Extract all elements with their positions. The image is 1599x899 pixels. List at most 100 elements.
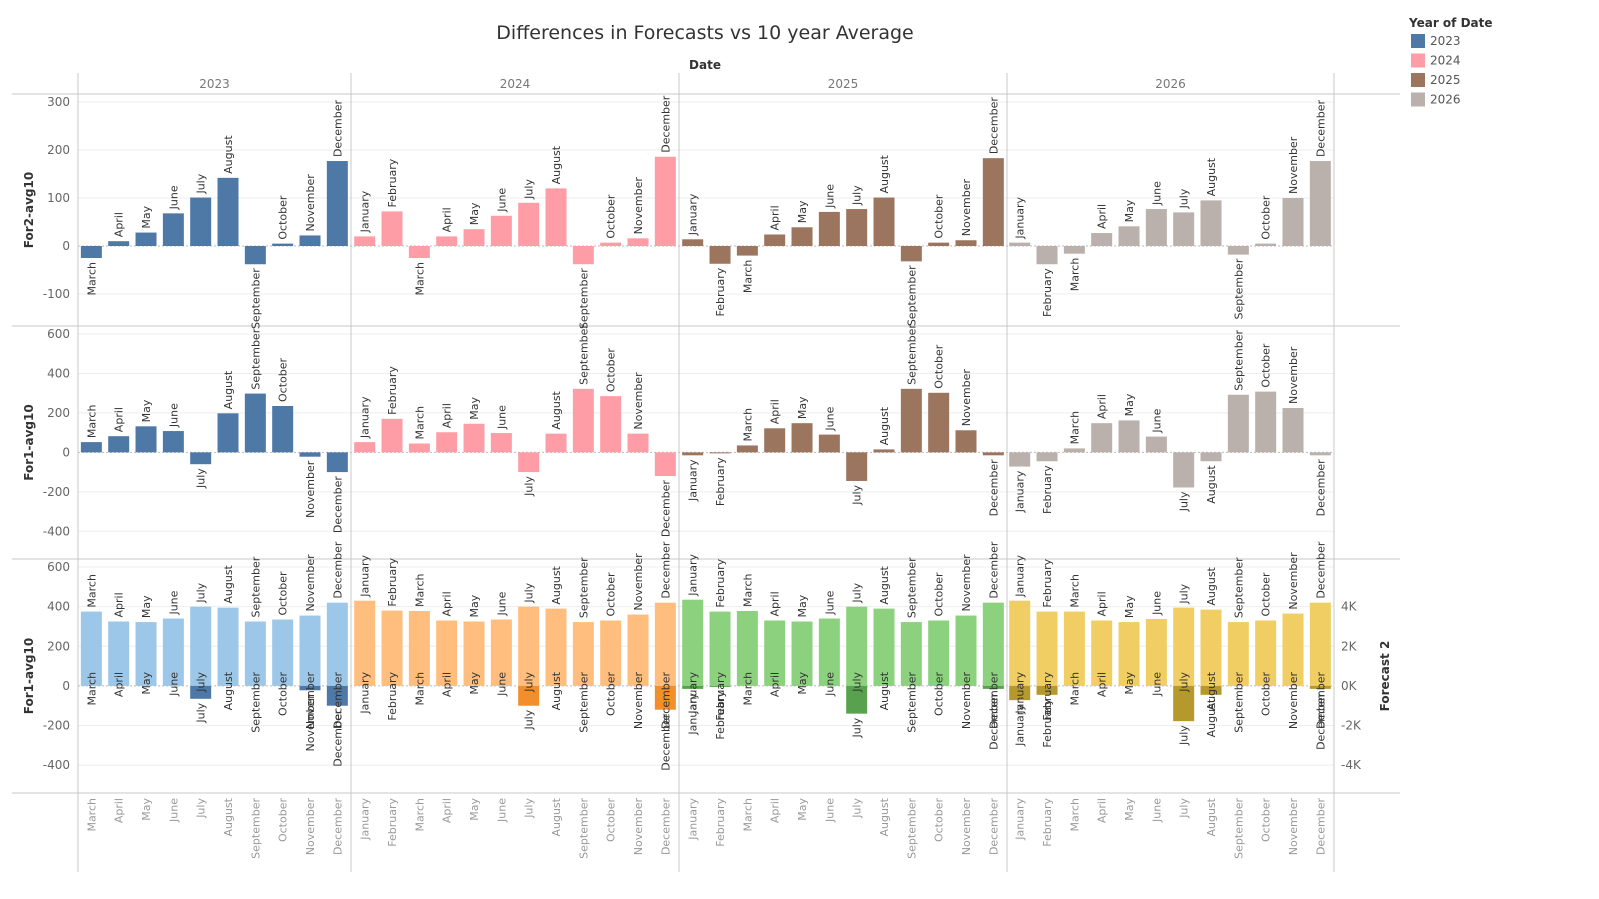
bar-2024-august xyxy=(545,188,567,246)
column-header-date: Date xyxy=(689,58,721,72)
bar-label-inside: March xyxy=(413,672,426,706)
x-tick-label: August xyxy=(550,797,563,836)
bar-label: August xyxy=(222,135,235,174)
x-tick-label: March xyxy=(85,798,98,832)
bar-label-inside: November xyxy=(1287,671,1300,729)
y2-axis-title: Forecast 2 xyxy=(1378,641,1392,712)
bar-label: November xyxy=(632,372,645,430)
x-tick-label: June xyxy=(167,798,180,823)
bar-label: June xyxy=(823,184,836,209)
bar-2024-july xyxy=(518,452,540,473)
bar-label-inside: December xyxy=(331,671,344,729)
bar-label: April xyxy=(1096,204,1109,229)
bar-label: March xyxy=(1068,258,1081,292)
bar-label: May xyxy=(468,397,481,420)
x-tick-label: May xyxy=(796,798,809,821)
bar-label: November xyxy=(304,460,317,518)
bar-label-inside: August xyxy=(878,671,891,710)
bar-label-inside: December xyxy=(1314,671,1327,729)
forecast2-bar-2024-may xyxy=(463,621,485,686)
bar-label: July xyxy=(851,582,864,603)
bar-label-inside: May xyxy=(468,671,481,694)
diff-bar-2023-november xyxy=(299,685,321,691)
bar-label-inside: July xyxy=(523,671,536,692)
bar-2026-july xyxy=(1173,452,1195,488)
bar-label-inside: January xyxy=(687,671,700,714)
bar-label-inside: October xyxy=(277,671,290,715)
x-tick-label: September xyxy=(577,798,590,859)
bar-label: August xyxy=(878,406,891,445)
bar-label: July xyxy=(523,476,536,497)
bar-2024-august xyxy=(545,433,567,453)
bar-label: December xyxy=(659,541,672,599)
bar-2023-december xyxy=(326,452,348,473)
bar-label-inside: October xyxy=(1260,671,1273,715)
bar-label: July xyxy=(851,484,864,505)
x-tick-label: July xyxy=(523,798,536,819)
forecast2-bar-2026-august xyxy=(1200,609,1222,686)
x-tick-label: August xyxy=(1205,797,1218,836)
forecast2-bar-2026-january xyxy=(1009,600,1031,686)
bar-label: March xyxy=(741,260,754,294)
y-tick-label: 400 xyxy=(47,600,70,614)
bar-label: October xyxy=(1260,572,1273,616)
bar-label: October xyxy=(1260,195,1273,239)
x-tick-label: January xyxy=(1014,798,1027,841)
diff-bar-2025-february xyxy=(709,685,731,687)
bar-label: December xyxy=(659,480,672,538)
bar-label: November xyxy=(1287,136,1300,194)
bar-2024-october xyxy=(600,396,622,453)
x-tick-label: November xyxy=(960,798,973,856)
legend-label-2025: 2025 xyxy=(1430,73,1461,87)
forecast2-bar-2024-november xyxy=(627,614,649,686)
bar-2025-july xyxy=(846,209,868,246)
y-tick-label: -200 xyxy=(43,719,70,733)
y-tick-label: 200 xyxy=(47,143,70,157)
bar-label: February xyxy=(386,158,399,207)
bar-2023-july xyxy=(190,197,212,246)
y-axis-title: For1-avg10 xyxy=(22,638,36,714)
forecast2-bar-2025-october xyxy=(928,620,950,686)
diff-bar-2023-december xyxy=(326,685,348,706)
forecast2-bar-2023-june xyxy=(162,618,184,686)
bar-2026-march xyxy=(1063,448,1085,453)
bar-label: November xyxy=(960,554,973,612)
bar-2025-august xyxy=(873,197,895,246)
bar-label: April xyxy=(769,591,782,616)
forecast2-bar-2024-december xyxy=(654,602,676,686)
bar-label-inside: July xyxy=(1178,671,1191,692)
bar-label: April xyxy=(113,407,126,432)
forecast2-bar-2026-march xyxy=(1063,611,1085,686)
bar-label-inside: November xyxy=(960,671,973,729)
bar-label: October xyxy=(933,194,946,238)
bar-label: June xyxy=(823,406,836,431)
bar-label: March xyxy=(741,408,754,442)
bar-label-inside: June xyxy=(495,672,508,697)
bar-label: November xyxy=(1287,552,1300,610)
bar-2026-july xyxy=(1173,212,1195,246)
forecast2-bar-2023-april xyxy=(108,621,130,686)
bar-2023-march xyxy=(80,442,102,453)
bar-label: March xyxy=(413,406,426,440)
bar-label: January xyxy=(1014,470,1027,513)
bar-label: April xyxy=(769,205,782,230)
x-tick-label: January xyxy=(359,798,372,841)
bar-2026-march xyxy=(1063,246,1085,254)
bar-2026-may xyxy=(1118,420,1140,453)
bar-label: September xyxy=(577,268,590,329)
year-header-2025: 2025 xyxy=(828,77,859,91)
bar-2024-october xyxy=(600,242,622,246)
forecast2-bar-2024-april xyxy=(436,620,458,686)
bar-2024-july xyxy=(518,202,540,246)
bar-2023-september xyxy=(244,393,266,453)
forecast2-bar-2023-august xyxy=(217,607,239,686)
x-tick-label: May xyxy=(140,798,153,821)
bar-label-inside: February xyxy=(714,671,727,720)
bar-label: June xyxy=(1150,408,1163,433)
forecast2-bar-2025-march xyxy=(736,610,758,686)
bar-2023-june xyxy=(162,431,184,453)
bar-2025-january xyxy=(682,452,704,456)
bar-label: May xyxy=(796,396,809,419)
bar-label: April xyxy=(441,207,454,232)
x-tick-label: October xyxy=(933,798,946,842)
